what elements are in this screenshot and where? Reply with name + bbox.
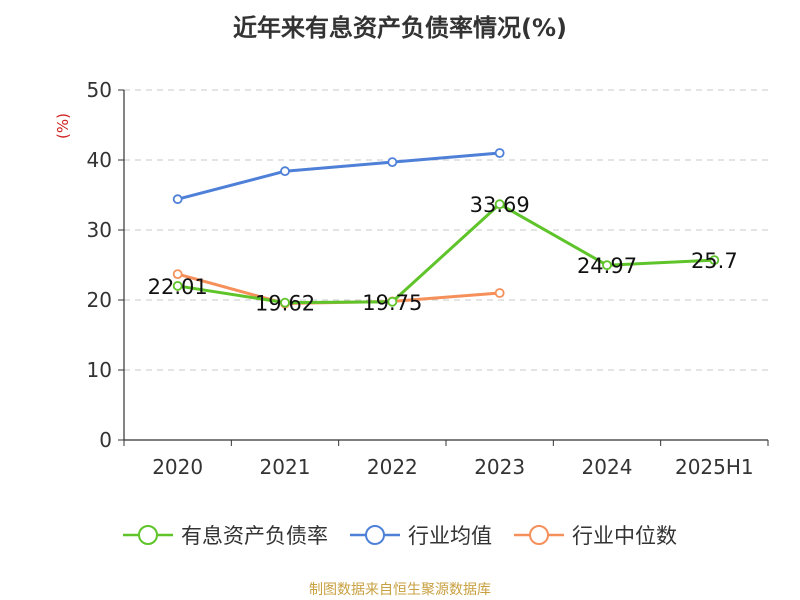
series-line — [177, 272, 500, 305]
x-tick-label: 2022 — [367, 455, 418, 479]
y-axis-label: (%) — [54, 113, 72, 139]
legend-item[interactable]: 行业均值 — [350, 520, 492, 550]
legend: 有息资产负债率 行业均值 行业中位数 — [0, 520, 800, 550]
data-point — [172, 269, 183, 280]
data-point — [172, 281, 183, 291]
data-point — [494, 199, 505, 210]
data-point — [602, 260, 612, 271]
data-label: 22.01 — [148, 275, 208, 299]
data-point — [387, 157, 398, 168]
data-labels: 22.01 19.62 19.75 33.69 24.97 25.7 — [148, 193, 738, 315]
data-label: 33.69 — [470, 193, 530, 217]
series-line — [177, 202, 715, 305]
y-tick-label: 30 — [87, 218, 112, 242]
data-point — [280, 297, 290, 308]
y-tick-label: 20 — [87, 288, 112, 312]
data-label: 19.75 — [362, 291, 422, 315]
legend-label: 行业均值 — [408, 524, 492, 548]
data-label: 25.7 — [691, 249, 738, 273]
y-tick-label: 40 — [87, 148, 112, 172]
legend-label: 有息资产负债率 — [181, 524, 328, 548]
legend-item[interactable]: 行业中位数 — [514, 520, 677, 550]
data-label: 19.62 — [255, 292, 315, 316]
y-tick-label: 50 — [87, 78, 112, 102]
x-tick-label: 2021 — [260, 455, 311, 479]
legend-swatch-icon — [514, 525, 564, 545]
y-tick-label: 10 — [87, 358, 112, 382]
data-point — [494, 288, 505, 298]
x-tick-label: 2023 — [474, 455, 525, 479]
y-tick-label: 0 — [99, 428, 112, 452]
chart-title: 近年来有息资产负债率情况(%) — [233, 14, 567, 42]
x-tick-label: 2020 — [152, 455, 203, 479]
source-note: 制图数据来自恒生聚源数据库 — [309, 582, 491, 598]
series-lines — [172, 148, 720, 309]
legend-swatch-icon — [350, 525, 400, 545]
legend-item[interactable]: 有息资产负债率 — [123, 520, 328, 550]
data-point — [709, 255, 720, 266]
data-label: 24.97 — [577, 254, 637, 278]
data-point — [172, 194, 183, 205]
gridlines — [124, 89, 768, 371]
axes: 0 10 20 30 40 50 2020 2021 2022 2023 2024 2025H1 — [87, 78, 769, 479]
data-point — [494, 148, 505, 158]
legend-swatch-icon — [123, 525, 173, 545]
x-tick-label: 2024 — [582, 455, 633, 479]
x-tick-label: 2025H1 — [675, 455, 754, 479]
series-line — [177, 151, 500, 201]
legend-label: 行业中位数 — [572, 524, 677, 548]
data-point — [387, 296, 398, 307]
data-point — [280, 166, 290, 177]
